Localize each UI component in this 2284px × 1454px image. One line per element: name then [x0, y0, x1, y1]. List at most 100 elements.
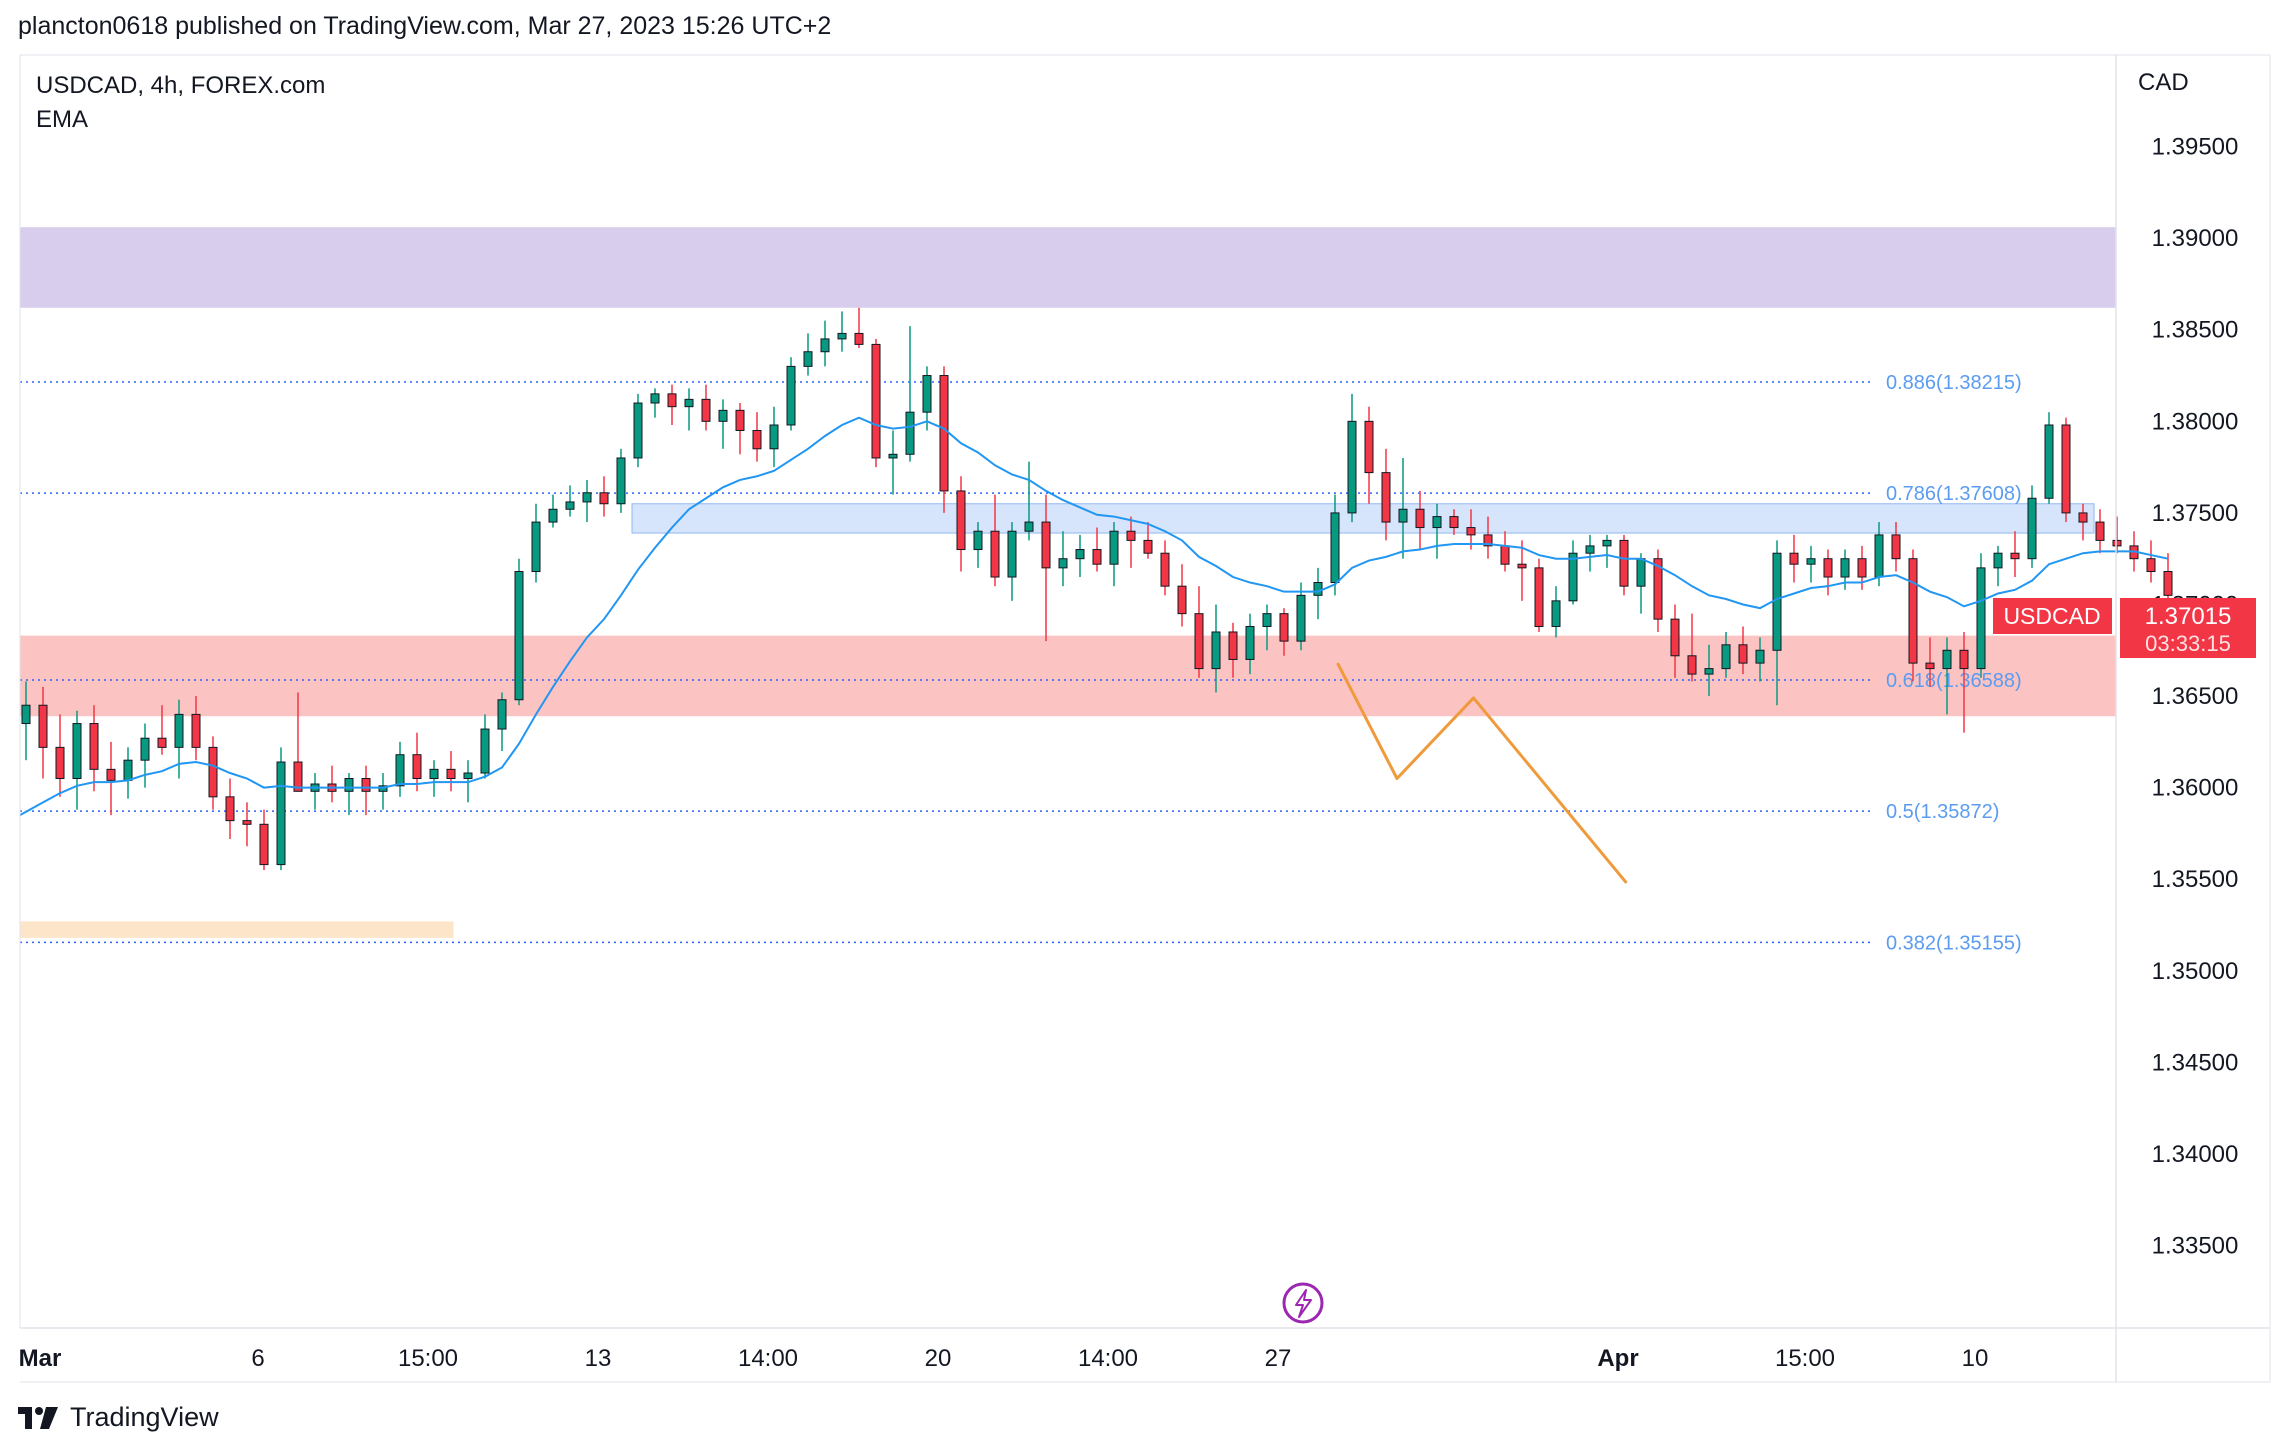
projection-layer [1336, 662, 1628, 884]
candle [1942, 637, 1952, 715]
candle-body [599, 492, 609, 505]
candle-body [1483, 534, 1493, 547]
candle-body [1364, 420, 1374, 474]
candle [1228, 622, 1238, 678]
candle-body [1381, 472, 1391, 523]
candle [89, 705, 99, 792]
tradingview-logo-icon [18, 1406, 58, 1429]
candle-body [888, 453, 898, 459]
candle-body [1976, 567, 1986, 670]
candle [582, 479, 592, 523]
candle [667, 384, 677, 425]
candle [752, 412, 762, 462]
candle [1517, 540, 1527, 601]
candle [395, 741, 405, 797]
candle-body [89, 723, 99, 770]
candle-body [361, 778, 371, 792]
candle [973, 522, 983, 568]
lightning-icon[interactable] [1282, 1282, 1324, 1324]
time-tick-label: 6 [251, 1345, 264, 1372]
candle-body [718, 409, 728, 422]
price-tick-label: 1.38000 [2152, 408, 2239, 435]
candle [956, 476, 966, 572]
candle-body [1840, 558, 1850, 578]
candle [616, 448, 626, 513]
candle-body [803, 351, 813, 367]
candle [1126, 516, 1136, 568]
candle-body [1891, 534, 1901, 560]
candle [1551, 586, 1561, 638]
candle-body [871, 343, 881, 459]
candle-body [1908, 558, 1918, 664]
candle-body [395, 754, 405, 787]
candle [1296, 582, 1306, 651]
candle [1211, 604, 1221, 693]
candle-body [21, 704, 31, 725]
price-tick-label: 1.35000 [2152, 958, 2239, 985]
candle-body [1143, 539, 1153, 554]
candle-body [2027, 497, 2037, 560]
candle-body [480, 728, 490, 774]
candle [1143, 522, 1153, 559]
ema-layer [19, 416, 2169, 817]
candle [1721, 631, 1731, 678]
demand-zone [20, 635, 2116, 717]
candle-body [2078, 512, 2088, 523]
candle-body [1058, 558, 1068, 569]
candle [1891, 522, 1901, 572]
candle-body [1993, 552, 2003, 569]
price-tick-label: 1.39500 [2152, 134, 2239, 161]
fib-label: 0.5(1.35872) [1886, 801, 1999, 823]
candle [123, 747, 133, 799]
candle-body [1330, 512, 1340, 584]
candle [344, 773, 354, 816]
candle-body [1296, 594, 1306, 642]
candle [412, 732, 422, 792]
candle [1976, 553, 1986, 678]
time-tick-label: 13 [585, 1345, 612, 1372]
candle-body [854, 332, 864, 345]
candle-body [1551, 600, 1561, 627]
candle-body [2146, 558, 2156, 573]
candle [1568, 540, 1578, 605]
candle [1024, 461, 1034, 541]
candle-body [72, 723, 82, 780]
candle [1755, 637, 1765, 682]
symbol-label: USDCAD, 4h, FOREX.com [36, 72, 325, 99]
candle [208, 736, 218, 810]
candle-body [1687, 655, 1697, 675]
candle [1177, 564, 1187, 627]
resistance-zone [631, 503, 2095, 534]
indicator-label[interactable]: EMA [36, 106, 88, 133]
time-tick-label: 10 [1962, 1345, 1989, 1372]
fib-label: 0.618(1.36588) [1886, 670, 2022, 692]
candle [21, 681, 31, 761]
candle-body [1619, 539, 1629, 587]
time-tick-label: Apr [1597, 1345, 1638, 1372]
candle-body [565, 501, 575, 510]
candle-body [191, 713, 201, 748]
candle-body [2010, 552, 2020, 560]
candle-body [1636, 558, 1646, 587]
candle [174, 699, 184, 779]
candle-body [1228, 631, 1238, 660]
candle [191, 696, 201, 761]
candle [2044, 412, 2054, 504]
candle-body [786, 365, 796, 426]
candle-body [922, 375, 932, 413]
candle-body [1279, 613, 1289, 642]
candle [735, 403, 745, 455]
publisher-header: plancton0618 published on TradingView.co… [18, 12, 832, 40]
tradingview-logo[interactable]: TradingView [18, 1402, 219, 1433]
candle [939, 366, 949, 513]
candle-body [276, 761, 286, 866]
currency-label: CAD [2138, 69, 2189, 96]
candle [2095, 509, 2105, 554]
candle [1534, 558, 1544, 632]
candle-body [531, 521, 541, 573]
projection-path [1336, 662, 1628, 884]
candle [140, 723, 150, 788]
candle [514, 558, 524, 706]
candle-body [1432, 516, 1442, 529]
